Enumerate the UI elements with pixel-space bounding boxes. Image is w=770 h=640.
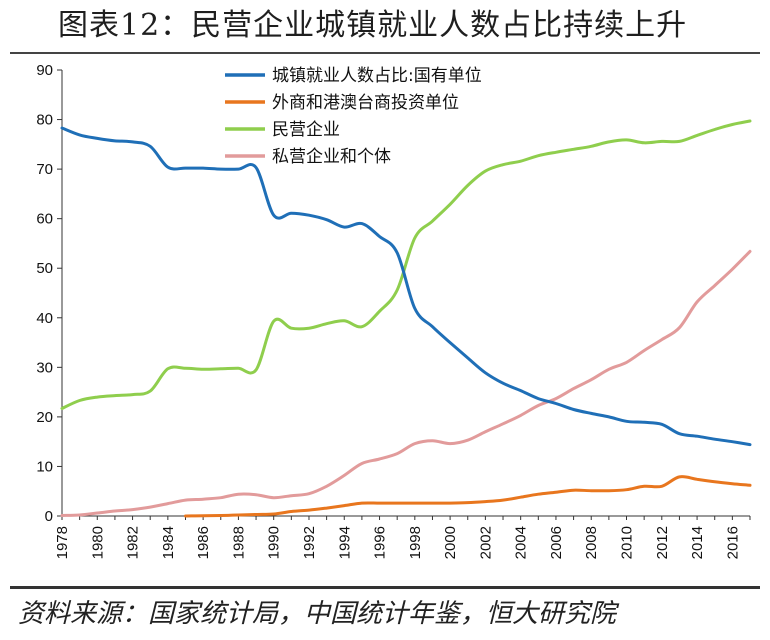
legend-item-state-owned: 城镇就业人数占比:国有单位 — [272, 66, 482, 86]
chart-title: 图表12：民营企业城镇就业人数占比持续上升 — [58, 8, 688, 43]
y-tick-label: 20 — [36, 409, 53, 426]
series-line-foreign-invested — [184, 475, 752, 518]
x-tick-label: 1998 — [407, 526, 424, 559]
y-tick-label: 70 — [36, 161, 53, 178]
legend-item-private-enterprise: 民营企业 — [272, 120, 340, 140]
chart-axes: 0 10 20 30 40 50 60 70 80 90 1978 1980 1982 1984 1986 1… — [36, 62, 751, 559]
y-tick-label: 90 — [36, 62, 53, 79]
x-tick-label: 1984 — [160, 526, 177, 559]
x-tick-label: 2016 — [724, 526, 741, 559]
x-tick-label: 1980 — [89, 526, 106, 559]
x-tick-label: 1996 — [372, 526, 389, 559]
series-line-private-and-individual — [60, 249, 752, 517]
series-line-private-enterprise — [60, 119, 752, 410]
x-tick-label: 2010 — [619, 526, 636, 559]
x-tick-label: 2014 — [689, 526, 706, 559]
y-tick-label: 10 — [36, 458, 53, 475]
x-tick-label: 2006 — [548, 526, 565, 559]
x-tick-label: 2008 — [583, 526, 600, 559]
x-tick-label: 2000 — [442, 526, 459, 559]
legend-item-private-and-individual: 私营企业和个体 — [272, 147, 391, 167]
x-tick-label: 2004 — [513, 526, 530, 559]
x-tick-label: 2002 — [477, 526, 494, 559]
x-tick-label: 1994 — [336, 526, 353, 559]
legend-item-foreign-invested: 外商和港澳台商投资单位 — [272, 93, 459, 113]
series-line-state-owned — [60, 126, 752, 447]
x-tick-label: 1988 — [230, 526, 247, 559]
y-tick-label: 80 — [36, 112, 53, 129]
x-tick-label: 1978 — [54, 526, 71, 559]
y-tick-label: 0 — [45, 508, 53, 525]
x-tick-label: 1982 — [125, 526, 142, 559]
line-chart: 0 10 20 30 40 50 60 70 80 90 1978 1980 1982 1984 1986 1… — [36, 62, 752, 559]
title-underline — [10, 52, 760, 54]
y-tick-label: 60 — [36, 211, 53, 228]
source-rule — [10, 586, 760, 589]
y-tick-label: 50 — [36, 260, 53, 277]
chart-series-lines — [60, 119, 752, 518]
source-note: 资料来源：国家统计局，中国统计年鉴，恒大研究院 — [18, 599, 617, 629]
x-tick-label: 1992 — [301, 526, 318, 559]
y-tick-label: 40 — [36, 310, 53, 327]
y-tick-label: 30 — [36, 359, 53, 376]
x-tick-label: 2012 — [654, 526, 671, 559]
x-tick-label: 1990 — [266, 526, 283, 559]
x-tick-label: 1986 — [195, 526, 212, 559]
